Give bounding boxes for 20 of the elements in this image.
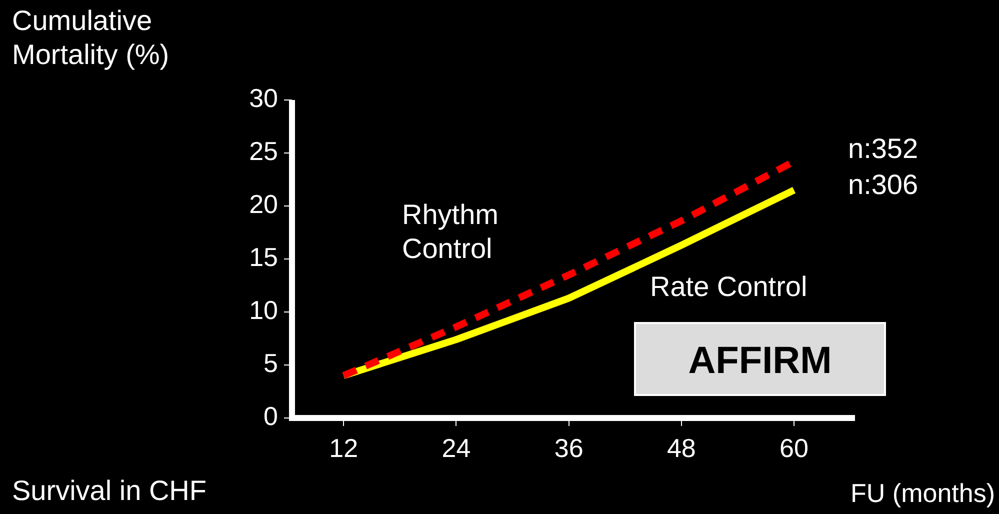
x-tick-label: 48 — [666, 432, 696, 463]
series-label: Rhythm Control — [402, 198, 500, 266]
annotation: n:306 — [848, 168, 918, 202]
y-tick-label: 0 — [264, 401, 278, 432]
y-tick-label: 25 — [249, 136, 278, 166]
x-tick-label: 60 — [780, 432, 808, 463]
series-label: Rate Control — [650, 270, 808, 304]
y-tick-label: 10 — [249, 295, 278, 326]
y-tick-label: 30 — [249, 83, 278, 114]
annotation: AFFIRM — [634, 322, 886, 396]
x-tick-label: 24 — [442, 432, 471, 463]
y-tick-label: 5 — [264, 348, 278, 378]
annotation: n:352 — [848, 132, 918, 166]
x-tick-label: 36 — [554, 432, 584, 463]
y-axis-title: Cumulative Mortality (%) — [12, 4, 170, 72]
x-tick-label: 12 — [329, 432, 358, 463]
y-tick-label: 20 — [249, 189, 278, 220]
text: Survival in CHF — [12, 474, 206, 508]
y-tick-label: 15 — [249, 242, 278, 272]
x-axis-title: FU (months) — [850, 477, 995, 510]
